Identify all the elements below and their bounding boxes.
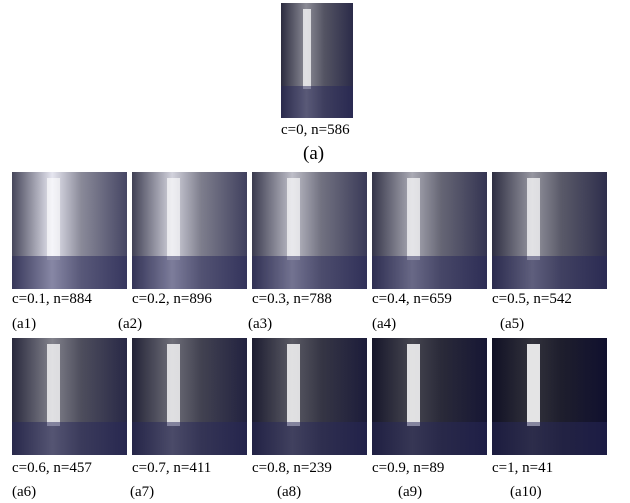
caption: c=0.1, n=884 bbox=[12, 290, 92, 308]
caption: c=0.6, n=457 bbox=[12, 459, 92, 477]
photo bbox=[12, 338, 127, 455]
caption: c=0, n=586 bbox=[281, 121, 350, 139]
photo-detail bbox=[167, 178, 181, 260]
photo-detail bbox=[527, 178, 541, 260]
photo bbox=[252, 338, 367, 455]
photo bbox=[372, 172, 487, 289]
photo-detail bbox=[12, 256, 127, 289]
caption: c=0.5, n=542 bbox=[492, 290, 572, 308]
photo-detail bbox=[252, 422, 367, 455]
panel-label: (a6) bbox=[12, 483, 36, 501]
caption: c=0.4, n=659 bbox=[372, 290, 452, 308]
panel-label: (a5) bbox=[500, 315, 524, 333]
panel-label: (a8) bbox=[277, 483, 301, 501]
photo-detail bbox=[132, 256, 247, 289]
caption: c=0.3, n=788 bbox=[252, 290, 332, 308]
photo-detail bbox=[12, 422, 127, 455]
caption: c=0.7, n=411 bbox=[132, 459, 211, 477]
caption: c=0.9, n=89 bbox=[372, 459, 444, 477]
photo bbox=[281, 3, 353, 118]
photo bbox=[492, 338, 607, 455]
panel-label: (a9) bbox=[398, 483, 422, 501]
photo-detail bbox=[492, 256, 607, 289]
photo-detail bbox=[287, 344, 301, 426]
photo-detail bbox=[167, 344, 181, 426]
photo-detail bbox=[372, 256, 487, 289]
caption: c=0.2, n=896 bbox=[132, 290, 212, 308]
caption: c=0.8, n=239 bbox=[252, 459, 332, 477]
photo-detail bbox=[527, 344, 541, 426]
photo-detail bbox=[492, 422, 607, 455]
photo bbox=[132, 338, 247, 455]
figure: c=0, n=586 (a) c=0.1, n=884 (a1) c=0.2, n=… bbox=[0, 0, 630, 503]
photo-detail bbox=[407, 178, 421, 260]
photo-detail bbox=[287, 178, 301, 260]
panel-label: (a4) bbox=[372, 315, 396, 333]
panel-label: (a10) bbox=[510, 483, 542, 501]
photo-detail bbox=[303, 9, 312, 90]
caption: c=1, n=41 bbox=[492, 459, 553, 477]
panel-label: (a7) bbox=[130, 483, 154, 501]
photo-detail bbox=[132, 422, 247, 455]
panel-label: (a) bbox=[303, 145, 324, 163]
photo-detail bbox=[281, 86, 353, 118]
photo bbox=[372, 338, 487, 455]
photo-detail bbox=[47, 344, 61, 426]
photo bbox=[132, 172, 247, 289]
photo-detail bbox=[407, 344, 421, 426]
photo-detail bbox=[47, 178, 61, 260]
panel-label: (a3) bbox=[248, 315, 272, 333]
panel-label: (a1) bbox=[12, 315, 36, 333]
photo bbox=[252, 172, 367, 289]
photo bbox=[12, 172, 127, 289]
panel-label: (a2) bbox=[118, 315, 142, 333]
photo bbox=[492, 172, 607, 289]
photo-detail bbox=[372, 422, 487, 455]
photo-detail bbox=[252, 256, 367, 289]
